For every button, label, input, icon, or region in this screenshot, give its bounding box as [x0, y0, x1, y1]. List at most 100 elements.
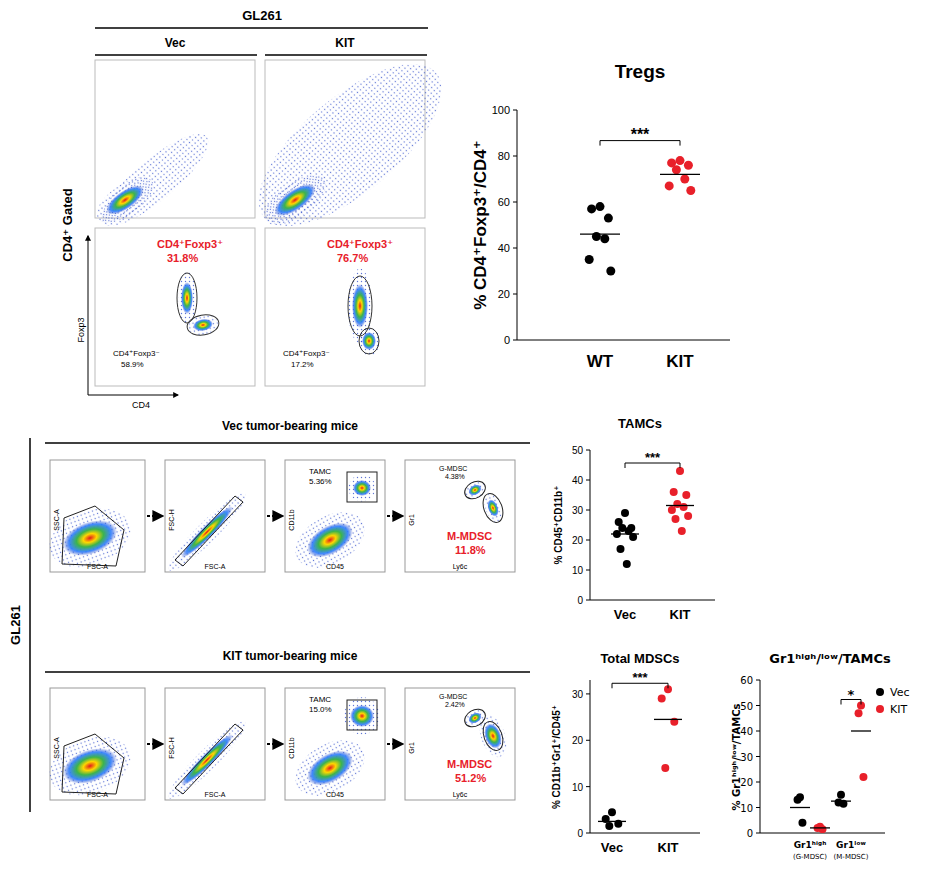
density-cloud: [286, 501, 375, 580]
gate-value: 11.8%: [455, 544, 486, 556]
data-point: [855, 709, 863, 717]
axis-label: FSC-H: [168, 737, 175, 758]
flow-plot: [405, 688, 515, 800]
tick-label: 60: [740, 675, 753, 686]
gate: [177, 273, 197, 323]
category-note: (M-MDSC): [834, 853, 869, 861]
data-point: [680, 175, 689, 184]
significance-label: ***: [632, 670, 648, 685]
axis-label: Gr1: [408, 742, 415, 754]
legend-label: KIT: [890, 703, 907, 716]
tick-label: 60: [498, 196, 510, 208]
data-point: [798, 819, 806, 827]
marks: [580, 156, 700, 275]
marks: [598, 685, 682, 830]
y-tick: [513, 340, 517, 341]
category-label: Vec: [614, 607, 636, 622]
mean-line: [654, 719, 682, 720]
data-point: [605, 822, 613, 830]
gate: [347, 472, 377, 502]
tick-label: 40: [740, 726, 753, 737]
gate-label: CD4⁺ Gated: [60, 188, 75, 261]
chart: 020406080100Tregs% CD4⁺Foxp3⁺/CD4⁺WTKIT*…: [471, 61, 730, 371]
density-core: [485, 498, 501, 518]
gate: [347, 700, 377, 730]
density-cloud: [186, 312, 219, 337]
y-tick: [586, 600, 590, 601]
gating-arrow: [387, 515, 402, 517]
data-point: [680, 503, 688, 511]
axis-label: SSC-A: [53, 509, 60, 531]
tick-label: 100: [492, 104, 510, 116]
axis-arrow: [88, 395, 178, 396]
y-tick: [756, 782, 760, 783]
gate-value: 15.0%: [309, 705, 332, 714]
gate-value: 51.2%: [455, 772, 486, 784]
tick-label: 10: [572, 782, 584, 793]
data-point: [592, 232, 601, 241]
y-tick: [756, 807, 760, 808]
axis-label: FSC-A: [205, 791, 226, 798]
axis-label: Gr1: [408, 514, 415, 526]
gate: [175, 724, 243, 794]
mean-line: [790, 807, 810, 808]
gate: [175, 496, 243, 566]
y-tick: [586, 570, 590, 571]
y-axis-label: % CD45⁺CD11b⁺: [553, 486, 564, 565]
chart-title: Total MDSCs: [600, 651, 679, 666]
data-point: [682, 491, 690, 499]
tick-label: 10: [740, 803, 753, 814]
axis-label: CD11b: [288, 737, 295, 758]
data-point: [587, 204, 596, 213]
y-tick: [513, 110, 517, 111]
density-core: [102, 180, 148, 220]
gate-value: 17.2%: [291, 360, 314, 369]
legend-marker: [876, 705, 884, 713]
density-cloud: [89, 169, 161, 232]
gate: [461, 478, 488, 503]
gate: [461, 706, 488, 731]
tick-label: 20: [572, 735, 584, 746]
y-tick: [586, 510, 590, 511]
data-point: [658, 695, 666, 703]
tick-label: 80: [498, 150, 510, 162]
axis-label: CD11b: [288, 509, 295, 530]
mean-line: [831, 800, 851, 801]
data-point: [684, 161, 693, 170]
gate-name: CD4⁺Foxp3⁻: [283, 349, 330, 358]
legend-label: Vec: [890, 686, 910, 699]
gate-name: CD4⁺Foxp3⁺: [157, 238, 223, 250]
panel-title: GL261: [242, 8, 282, 23]
data-point: [676, 467, 684, 475]
gate-value: 58.9%: [121, 360, 144, 369]
significance-label: ***: [631, 126, 650, 143]
column-title: KIT: [335, 36, 355, 50]
density-core: [181, 282, 193, 314]
data-point: [623, 560, 631, 568]
y-tick: [586, 480, 590, 481]
tick-label: 40: [572, 475, 584, 486]
flow-plot: [265, 228, 425, 386]
chart: 0102030Total MDSCs% CD11b⁺Gr1⁺/CD45⁺VecK…: [551, 651, 700, 855]
y-tick: [513, 202, 517, 203]
y-axis-label: % Gr1ʰⁱᵍʰ/ˡᵒʷ/TAMCs: [731, 703, 742, 810]
data-point: [672, 515, 680, 523]
data-point: [621, 509, 629, 517]
data-point: [672, 165, 681, 174]
density-cloud: [349, 474, 376, 501]
gate-name: M-MDSC: [447, 530, 492, 542]
mean-line: [580, 234, 620, 235]
mean-line: [660, 174, 700, 175]
density-core: [353, 480, 371, 496]
row-title: Vec tumor-bearing mice: [222, 419, 358, 433]
tick-label: 50: [572, 445, 584, 456]
category-label: KIT: [666, 352, 694, 371]
gate-value: 2.42%: [445, 701, 465, 708]
axis-label: SSC-A: [53, 737, 60, 759]
x-axis: [590, 600, 715, 601]
gate: [62, 506, 124, 566]
axis-label: CD4: [132, 400, 150, 410]
data-point: [608, 808, 616, 816]
data-point: [606, 267, 615, 276]
density-cloud: [344, 697, 380, 734]
